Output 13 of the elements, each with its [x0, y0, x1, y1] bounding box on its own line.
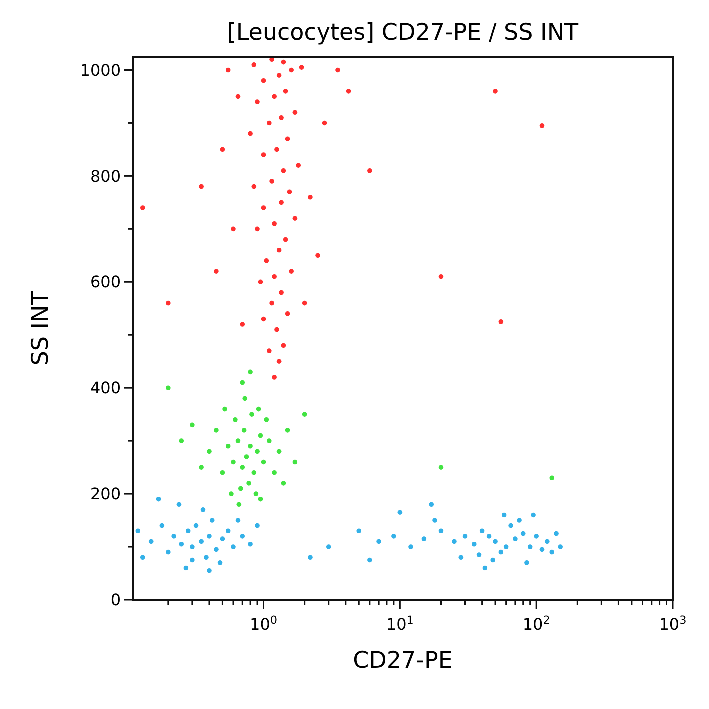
y-tick-label: 600	[90, 272, 121, 292]
y-tick-label: 400	[90, 378, 121, 398]
x-tick-label: 10$^{1}$	[386, 614, 414, 634]
y-tick-label: 800	[90, 166, 121, 186]
y-axis-title: SS INT	[28, 290, 54, 366]
y-tick-label: 200	[90, 484, 121, 504]
y-tick-label: 0	[110, 590, 121, 610]
x-tick-label: 10$^{0}$	[250, 614, 278, 634]
x-tick-label: 10$^{3}$	[659, 614, 687, 634]
x-axis-title: CD27-PE	[353, 648, 453, 674]
x-tick-label: 10$^{2}$	[522, 614, 550, 634]
chart-title: [Leucocytes] CD27-PE / SS INT	[227, 20, 580, 46]
y-tick-label: 1000	[80, 60, 121, 80]
